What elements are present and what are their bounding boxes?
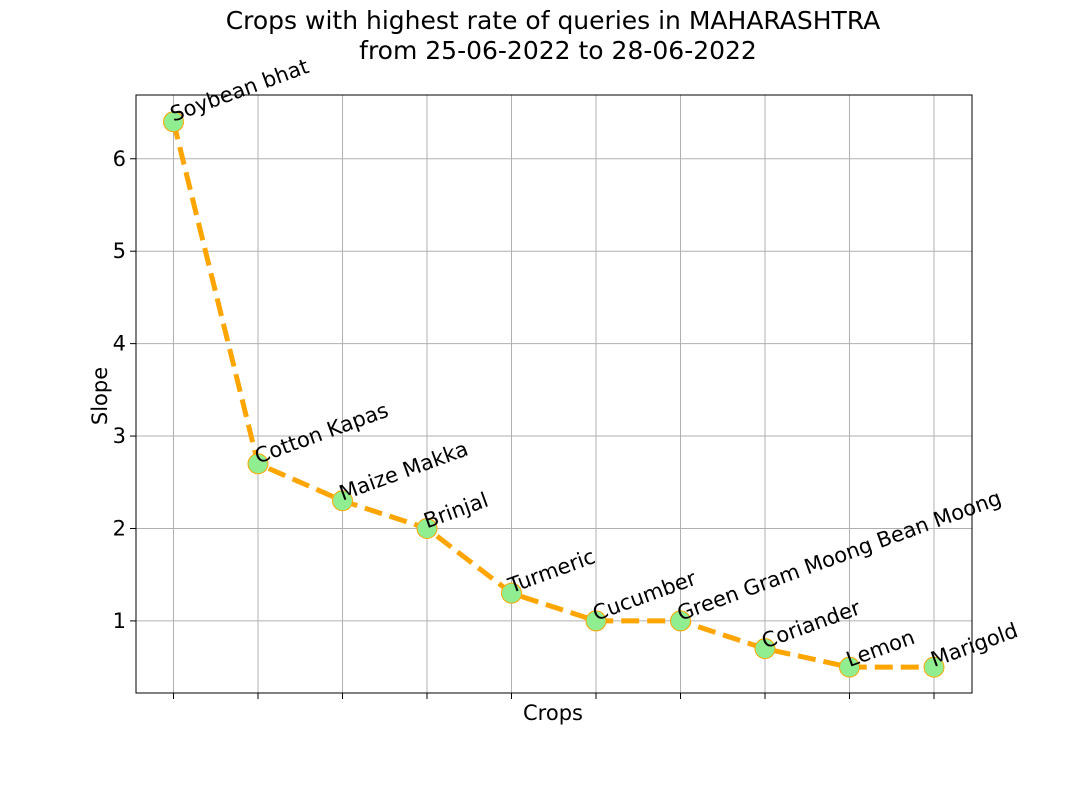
y-tick-label: 1	[113, 609, 126, 633]
axis-ticks: 1 2 3 4 5 6	[113, 147, 935, 699]
y-tick-label: 3	[113, 424, 126, 448]
chart-title-line-1: Crops with highest rate of queries in MA…	[226, 6, 881, 35]
data-point	[754, 638, 776, 660]
plot-frame	[135, 94, 973, 694]
series-crop-slopes	[171, 121, 934, 670]
data-point	[332, 490, 353, 512]
y-tick-label: 6	[113, 147, 126, 171]
data-label: Maize Makka	[336, 437, 471, 506]
y-tick-label: 2	[113, 516, 126, 540]
data-label: Coriander	[759, 595, 864, 653]
data-point	[585, 610, 607, 632]
grid	[136, 95, 972, 693]
data-label: Marigold	[928, 618, 1022, 672]
series-line	[171, 121, 934, 670]
data-label: Turmeric	[504, 544, 598, 598]
chart-title-line-2: from 25-06-2022 to 28-06-2022	[359, 36, 757, 65]
data-point	[923, 656, 945, 678]
data-markers	[163, 111, 945, 678]
data-label: Cotton Kapas	[252, 398, 392, 469]
data-label: Brinjal	[421, 488, 492, 533]
data-point	[416, 517, 438, 539]
data-point	[501, 582, 522, 604]
data-point	[247, 453, 269, 475]
x-axis-label: Crops	[523, 701, 583, 725]
y-tick-label: 4	[113, 332, 126, 356]
y-tick-label: 5	[113, 239, 126, 263]
data-label: Soybean bhat	[167, 54, 312, 126]
y-axis-label: Slope	[88, 367, 112, 425]
data-point	[839, 656, 860, 678]
data-point	[670, 610, 691, 632]
data-point	[163, 111, 184, 133]
